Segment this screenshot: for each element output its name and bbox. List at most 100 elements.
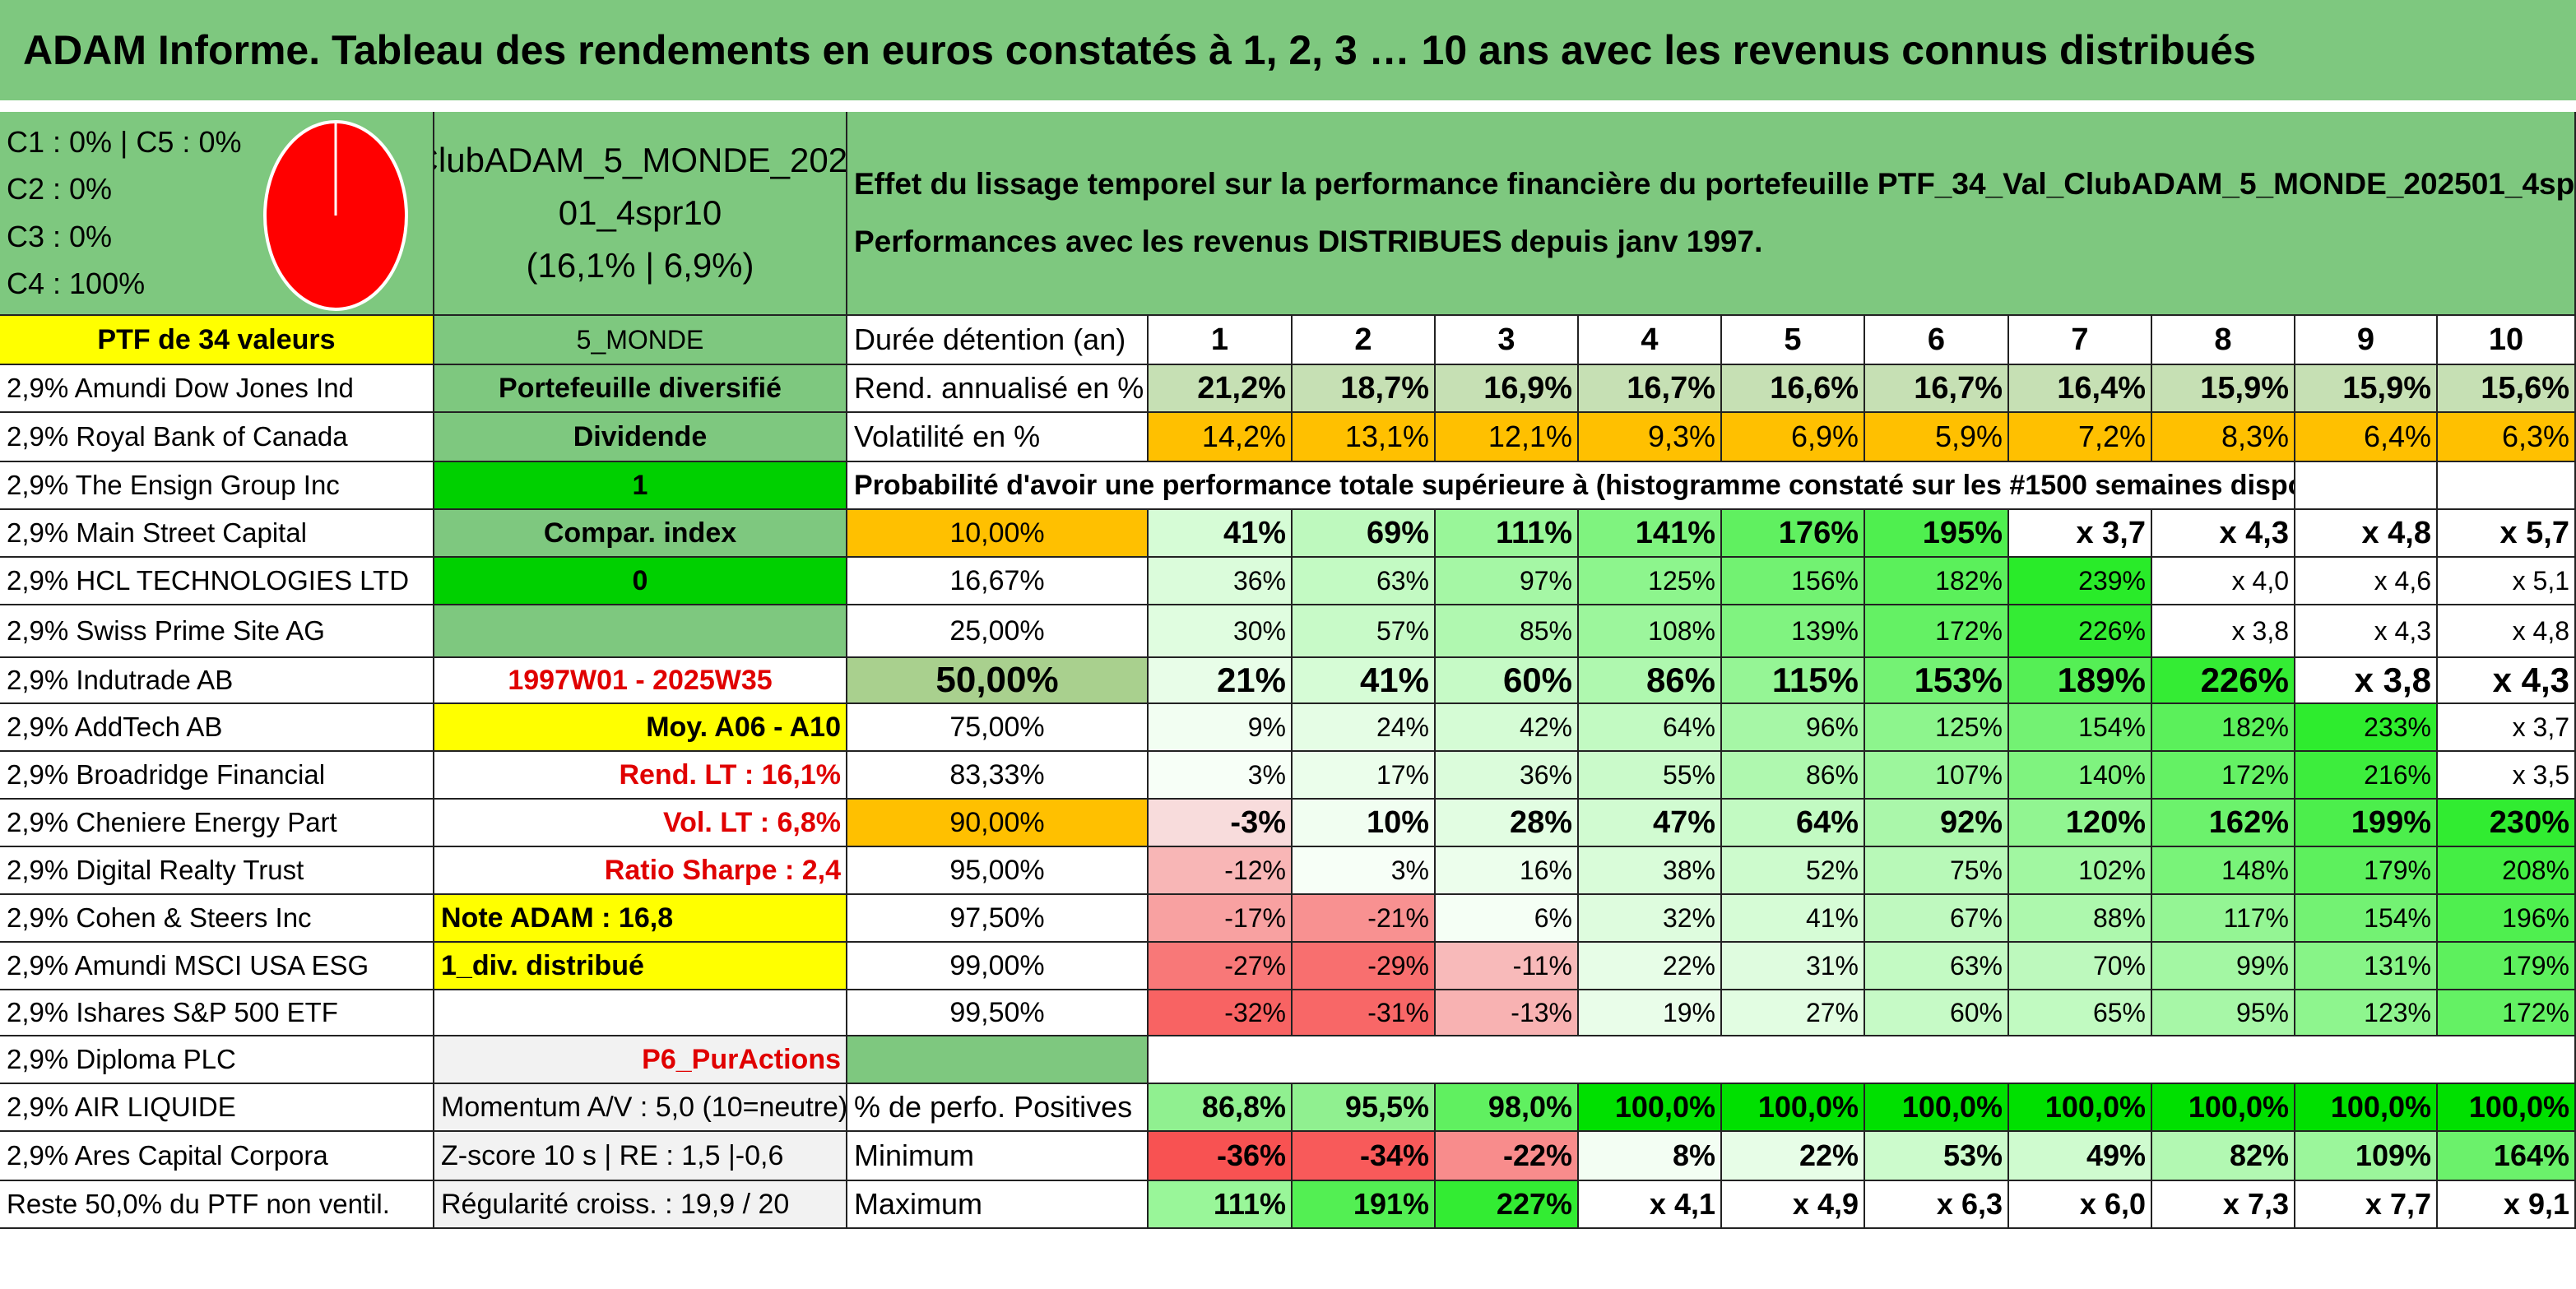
probability-value[interactable]: 208%	[2438, 847, 2576, 895]
probability-value[interactable]: 3%	[1293, 847, 1436, 895]
probability-value[interactable]: x 5,7	[2438, 510, 2576, 558]
probability-value[interactable]: x 4,8	[2295, 510, 2438, 558]
probability-threshold[interactable]: 83,33%	[847, 752, 1149, 800]
probability-value[interactable]: 99%	[2152, 943, 2295, 990]
probability-value[interactable]: x 4,3	[2152, 510, 2295, 558]
probability-value[interactable]: 233%	[2295, 704, 2438, 752]
probability-threshold[interactable]: 25,00%	[847, 605, 1149, 658]
annual-return-value[interactable]: 15,6%	[2438, 365, 2576, 413]
holding-row[interactable]: 2,9% Indutrade AB	[0, 658, 434, 704]
probability-value[interactable]: 172%	[2438, 990, 2576, 1036]
probability-value[interactable]: 97%	[1436, 558, 1579, 605]
annual-return-value[interactable]: 16,9%	[1436, 365, 1579, 413]
side-info-cell[interactable]: Portefeuille diversifié	[434, 365, 847, 413]
volatility-label[interactable]: Volatilité en %	[847, 413, 1149, 462]
probability-value[interactable]: 64%	[1579, 704, 1722, 752]
probability-value[interactable]: 9%	[1149, 704, 1293, 752]
annual-return-value[interactable]: 16,7%	[1579, 365, 1722, 413]
side-info-cell[interactable]: 1_div. distribué	[434, 943, 847, 990]
probability-threshold[interactable]: 90,00%	[847, 800, 1149, 847]
probability-value[interactable]: 63%	[1865, 943, 2009, 990]
probability-value[interactable]: 139%	[1722, 605, 1865, 658]
probability-value[interactable]: 67%	[1865, 895, 2009, 943]
probability-value[interactable]: 123%	[2295, 990, 2438, 1036]
holding-row[interactable]: 2,9% Diploma PLC	[0, 1036, 434, 1084]
probability-value[interactable]: 182%	[1865, 558, 2009, 605]
probability-value[interactable]: 125%	[1865, 704, 2009, 752]
probability-value[interactable]: 65%	[2009, 990, 2152, 1036]
probability-value[interactable]: 17%	[1293, 752, 1436, 800]
probability-value[interactable]: 16%	[1436, 847, 1579, 895]
probability-value[interactable]: 69%	[1293, 510, 1436, 558]
holding-row[interactable]: 2,9% Broadridge Financial	[0, 752, 434, 800]
probability-value[interactable]: 27%	[1722, 990, 1865, 1036]
probability-value[interactable]: 86%	[1722, 752, 1865, 800]
probability-value[interactable]: 226%	[2009, 605, 2152, 658]
stat-value[interactable]: 86,8%	[1149, 1084, 1293, 1132]
stat-value[interactable]: -22%	[1436, 1132, 1579, 1181]
probability-value[interactable]: 125%	[1579, 558, 1722, 605]
probability-value[interactable]: 85%	[1436, 605, 1579, 658]
holding-row[interactable]: 2,9% Ishares S&P 500 ETF	[0, 990, 434, 1036]
year-header[interactable]: 8	[2152, 316, 2295, 365]
probability-value[interactable]: 179%	[2295, 847, 2438, 895]
probability-value[interactable]: 199%	[2295, 800, 2438, 847]
probability-value[interactable]: 107%	[1865, 752, 2009, 800]
probability-value[interactable]: 42%	[1436, 704, 1579, 752]
stat-label[interactable]: Maximum	[847, 1181, 1149, 1229]
year-header[interactable]: 5	[1722, 316, 1865, 365]
probability-value[interactable]: 195%	[1865, 510, 2009, 558]
year-header[interactable]: 6	[1865, 316, 2009, 365]
stat-value[interactable]: 227%	[1436, 1181, 1579, 1229]
holding-row[interactable]: Reste 50,0% du PTF non ventil.	[0, 1181, 434, 1229]
side-info-cell[interactable]: Dividende	[434, 413, 847, 462]
probability-value[interactable]: 189%	[2009, 658, 2152, 704]
probability-threshold[interactable]: 95,00%	[847, 847, 1149, 895]
empty-cell[interactable]	[2295, 462, 2438, 510]
spacer-row[interactable]	[0, 100, 2576, 112]
probability-threshold[interactable]: 16,67%	[847, 558, 1149, 605]
volatility-value[interactable]: 5,9%	[1865, 413, 2009, 462]
probability-value[interactable]: 31%	[1722, 943, 1865, 990]
probability-value[interactable]: x 5,1	[2438, 558, 2576, 605]
side-info-cell[interactable]: 0	[434, 558, 847, 605]
probability-value[interactable]: -11%	[1436, 943, 1579, 990]
probability-value[interactable]: 21%	[1149, 658, 1293, 704]
stat-value[interactable]: x 4,1	[1579, 1181, 1722, 1229]
effect-description-cell[interactable]: Effet du lissage temporel sur la perform…	[847, 112, 2576, 316]
holding-row[interactable]: 2,9% Ares Capital Corpora	[0, 1132, 434, 1181]
duration-label[interactable]: Durée détention (an)	[847, 316, 1149, 365]
volatility-value[interactable]: 13,1%	[1293, 413, 1436, 462]
stat-value[interactable]: 100,0%	[2152, 1084, 2295, 1132]
stat-value[interactable]: 95,5%	[1293, 1084, 1436, 1132]
probability-value[interactable]: 154%	[2295, 895, 2438, 943]
probability-value[interactable]: x 3,8	[2295, 658, 2438, 704]
probability-threshold[interactable]: 75,00%	[847, 704, 1149, 752]
stat-value[interactable]: 164%	[2438, 1132, 2576, 1181]
stat-value[interactable]: x 9,1	[2438, 1181, 2576, 1229]
probability-value[interactable]: 162%	[2152, 800, 2295, 847]
probability-value[interactable]: 75%	[1865, 847, 2009, 895]
probability-threshold[interactable]: 97,50%	[847, 895, 1149, 943]
probability-value[interactable]: -12%	[1149, 847, 1293, 895]
stat-value[interactable]: x 7,7	[2295, 1181, 2438, 1229]
stat-label[interactable]: Minimum	[847, 1132, 1149, 1181]
side-info-cell[interactable]: Régularité croiss. : 19,9 / 20	[434, 1181, 847, 1229]
volatility-value[interactable]: 6,9%	[1722, 413, 1865, 462]
stat-value[interactable]: 109%	[2295, 1132, 2438, 1181]
year-header[interactable]: 2	[1293, 316, 1436, 365]
holding-row[interactable]: 2,9% Cohen & Steers Inc	[0, 895, 434, 943]
year-header[interactable]: 10	[2438, 316, 2576, 365]
stat-value[interactable]: 100,0%	[2295, 1084, 2438, 1132]
annual-return-value[interactable]: 15,9%	[2295, 365, 2438, 413]
probability-value[interactable]: 153%	[1865, 658, 2009, 704]
probability-label[interactable]: Probabilité d'avoir une performance tota…	[847, 462, 2295, 510]
probability-value[interactable]: 41%	[1149, 510, 1293, 558]
empty-cell[interactable]	[847, 1036, 1149, 1084]
probability-threshold[interactable]: 10,00%	[847, 510, 1149, 558]
probability-value[interactable]: 57%	[1293, 605, 1436, 658]
stat-value[interactable]: -36%	[1149, 1132, 1293, 1181]
probability-value[interactable]: 36%	[1149, 558, 1293, 605]
side-info-cell[interactable]: Z-score 10 s | RE : 1,5 |-0,6	[434, 1132, 847, 1181]
probability-value[interactable]: 179%	[2438, 943, 2576, 990]
